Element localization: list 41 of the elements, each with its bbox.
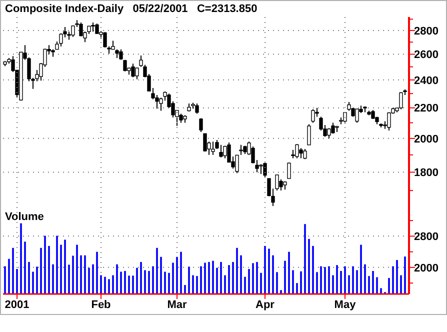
candlestick — [203, 133, 207, 152]
y-tick-label: 2400 — [414, 74, 438, 87]
candlestick — [219, 144, 223, 158]
x-tick-label: Mar — [167, 299, 188, 311]
y-tick-label: 2200 — [414, 102, 438, 115]
candlestick — [95, 23, 99, 34]
candlestick — [199, 118, 203, 133]
x-tick-label: May — [334, 299, 357, 311]
candlestick — [299, 148, 303, 159]
candlestick — [223, 145, 227, 159]
y-tick-label: 2000 — [414, 262, 438, 274]
candlestick — [295, 144, 299, 159]
candlestick — [239, 144, 243, 156]
candlestick — [331, 122, 335, 134]
y-tick-label: 2800 — [414, 231, 438, 244]
chart-title: Volume — [5, 211, 44, 223]
candlestick — [355, 108, 359, 124]
candlestick — [263, 161, 267, 178]
candlestick — [387, 112, 391, 131]
candlestick — [279, 178, 283, 192]
candlestick — [91, 22, 95, 32]
candlestick — [179, 113, 183, 124]
candlestick — [399, 92, 403, 110]
candlestick — [287, 162, 291, 180]
candlestick — [131, 63, 135, 78]
y-tick-label: 2800 — [414, 25, 438, 38]
candlestick — [307, 124, 311, 146]
y-tick-label: 2000 — [414, 133, 438, 146]
x-tick-label: Feb — [91, 299, 112, 311]
x-tick-label: Apr — [256, 299, 276, 311]
candlestick — [303, 148, 307, 160]
candlestick — [211, 141, 215, 156]
chart-title: Composite Index-Daily 05/22/2001 C=2313.850 — [5, 3, 258, 15]
candlestick — [235, 154, 239, 174]
candlestick — [311, 108, 315, 124]
y-tick-label: 2600 — [414, 49, 438, 62]
candlestick — [259, 164, 263, 174]
candlestick — [119, 48, 123, 60]
candlestick — [195, 102, 199, 114]
y-tick-label: 1800 — [414, 167, 438, 180]
x-tick-label: 2001 — [4, 299, 30, 311]
